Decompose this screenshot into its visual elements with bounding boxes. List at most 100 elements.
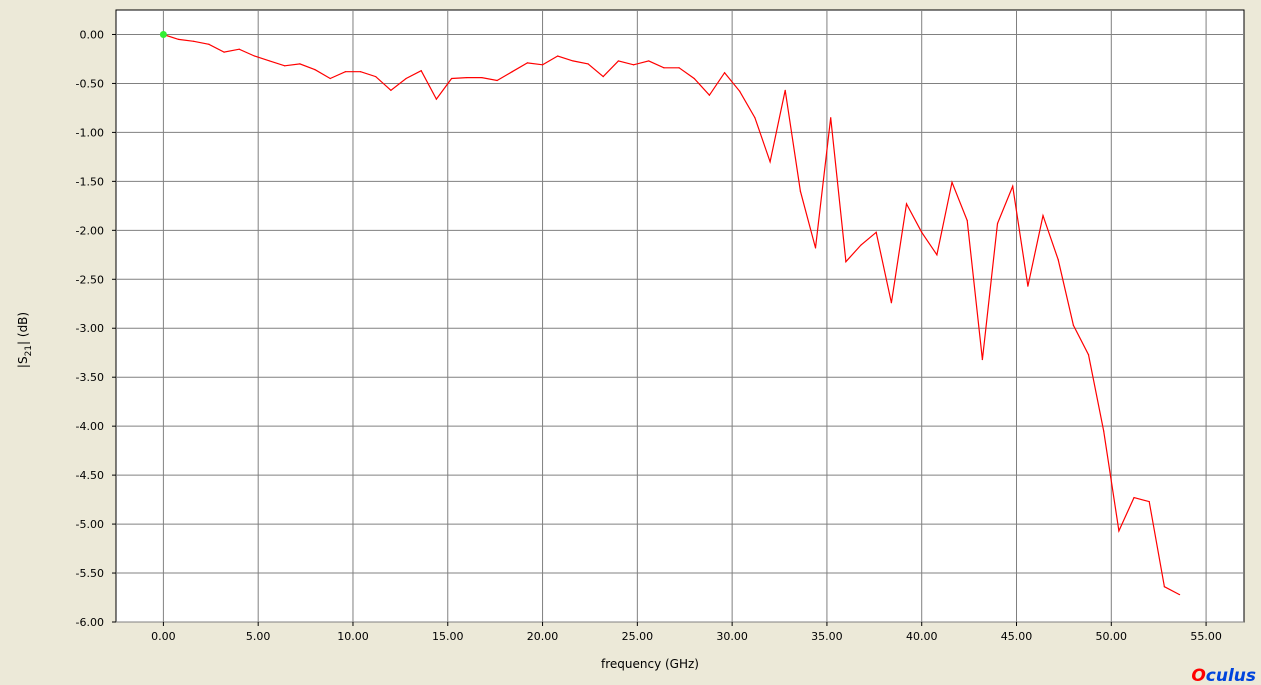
x-tick-label: 0.00 (151, 630, 176, 643)
s21-data-point (845, 261, 847, 263)
s21-data-point (284, 65, 286, 67)
s21-data-point (799, 190, 801, 192)
s21-data-point (223, 51, 225, 53)
x-tick-label: 10.00 (337, 630, 369, 643)
s21-data-point (420, 70, 422, 72)
s21-data-point (708, 94, 710, 96)
s21-data-point (253, 55, 255, 57)
s21-data-point (1178, 593, 1181, 596)
s21-data-point (541, 64, 544, 66)
s21-data-point (693, 77, 695, 80)
s21-data-point (450, 77, 453, 80)
s21-data-point (390, 89, 392, 91)
s21-data-point (648, 60, 650, 62)
s21-data-point (739, 90, 741, 92)
y-tick-label: -2.00 (76, 224, 104, 237)
s21-data-point (481, 76, 483, 79)
start-marker (159, 30, 167, 38)
x-tick-label: 25.00 (622, 630, 654, 643)
s21-data-point (1012, 185, 1014, 187)
tick-labels: 0.00 5.00 10.00 15.00 20.00 25.00 30.00 35.00 40… (76, 28, 1222, 643)
s21-data-point (496, 79, 498, 82)
y-tick-label: -4.50 (76, 469, 104, 482)
s21-data-point (951, 181, 953, 183)
s21-data-point (299, 63, 301, 65)
y-tick-label: -1.00 (76, 126, 104, 139)
y-tick-label: -3.00 (76, 322, 104, 335)
s21-data-point (723, 72, 726, 74)
s21-data-point (1042, 215, 1044, 217)
s21-data-point (314, 69, 316, 71)
x-tick-label: 20.00 (527, 630, 559, 643)
s21-data-point (466, 76, 468, 79)
s21-data-point (1148, 500, 1150, 503)
s21-data-point (875, 231, 877, 233)
s21-data-point (405, 77, 407, 80)
s21-data-point (769, 161, 771, 163)
s21-data-point (1072, 324, 1074, 326)
s21-data-point (177, 38, 180, 40)
s21-data-point (663, 67, 665, 69)
s21-data-point (375, 75, 377, 78)
s21-data-point (1103, 430, 1105, 432)
y-tick-label: -3.50 (76, 371, 104, 384)
s21-data-point (602, 75, 604, 78)
x-tick-label: 15.00 (432, 630, 464, 643)
s21-data-point (329, 77, 331, 80)
x-tick-label: 45.00 (1001, 630, 1033, 643)
s21-data-point (193, 40, 195, 42)
y-tick-label: -6.00 (76, 616, 104, 629)
grid (116, 10, 1244, 623)
s21-data-point (784, 89, 786, 91)
x-axis-title: frequency (GHz) (601, 657, 699, 671)
s21-data-point (996, 222, 999, 225)
s21-data-point (526, 62, 528, 64)
y-axis-title-prefix: |S (16, 356, 30, 368)
plot-area (115, 9, 1245, 623)
y-tick-label: -4.00 (76, 420, 104, 433)
s21-data-point (572, 60, 574, 62)
s21-data-point (1057, 259, 1059, 261)
s21-data-point (890, 302, 892, 304)
y-tick-label: -2.50 (76, 273, 104, 286)
s21-data-point (435, 98, 437, 100)
s21-data-point (936, 254, 938, 256)
s21-data-point (678, 67, 680, 69)
brand-rest: culus (1206, 666, 1256, 685)
s21-data-point (754, 117, 756, 119)
y-axis-title-subscript: 21 (24, 345, 34, 356)
s21-data-point (860, 244, 862, 246)
s21-series-line (163, 33, 1180, 596)
s21-data-point (617, 60, 619, 62)
s21-data-point (511, 71, 513, 73)
y-tick-label: -0.50 (76, 77, 104, 90)
x-tick-label: 50.00 (1096, 630, 1128, 643)
x-tick-label: 40.00 (906, 630, 938, 643)
x-tick-label: 30.00 (716, 630, 748, 643)
s21-data-point (1027, 285, 1029, 287)
s21-data-point (268, 60, 271, 62)
s21-data-point (814, 247, 817, 249)
s21-data-point (344, 71, 346, 73)
y-tick-label: 0.00 (80, 28, 105, 41)
y-tick-label: -5.00 (76, 518, 104, 531)
s21-data-point (632, 64, 635, 66)
x-tick-label: 55.00 (1190, 630, 1222, 643)
y-tick-label: -1.50 (76, 175, 104, 188)
s21-data-point (557, 55, 559, 57)
y-tick-label: -5.50 (76, 567, 104, 580)
s21-data-point (208, 43, 210, 45)
s21-data-point (1163, 586, 1165, 588)
s21-data-point (830, 117, 832, 119)
s21-data-point (1133, 497, 1135, 499)
y-axis-title-suffix: | (dB) (16, 312, 30, 345)
x-tick-label: 35.00 (811, 630, 843, 643)
x-tick-label: 5.00 (246, 630, 271, 643)
brand-first-letter: O (1191, 666, 1205, 685)
s21-data-point (1087, 354, 1090, 356)
y-axis-title: |S21| (dB) (16, 312, 34, 368)
brand-logo: Oculus (1191, 666, 1256, 685)
s21-data-point (238, 48, 240, 50)
